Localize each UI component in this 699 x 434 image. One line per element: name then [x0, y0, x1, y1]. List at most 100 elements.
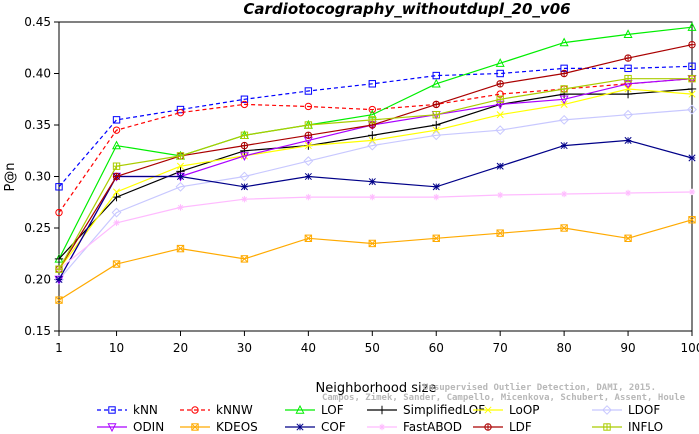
data-point-simplifiedlof: [54, 254, 64, 264]
data-point-inflo: [55, 265, 63, 273]
legend-marker-odin: [107, 423, 117, 433]
x-axis-label: Neighborhood size: [316, 381, 437, 396]
data-point-loop: [368, 136, 376, 145]
data-point-cof: [55, 275, 63, 284]
data-point-cof: [496, 162, 504, 170]
y-tick-label: 0.40: [24, 67, 51, 81]
data-point-ldf: [304, 131, 313, 140]
x-tick-label: 30: [237, 341, 252, 355]
legend-item-knn: kNN: [97, 403, 158, 417]
data-point-kdeos: [432, 234, 440, 243]
data-point-lof: [431, 78, 441, 88]
data-point-knn: [55, 183, 63, 191]
data-point-loop: [624, 85, 632, 93]
data-point-knn: [624, 64, 632, 73]
data-point-fastabod: [177, 204, 184, 211]
x-tick-label: 10: [109, 341, 124, 355]
data-point-simplifiedlof: [687, 84, 697, 94]
legend-label-inflo: INFLO: [628, 420, 663, 434]
legend-label-ldof: LDOF: [628, 403, 660, 417]
data-point-fastabod: [624, 189, 632, 197]
data-point-lof: [495, 58, 505, 67]
data-point-kdeos: [176, 244, 185, 253]
x-tick-label: 50: [365, 341, 380, 355]
data-point-fastabod: [496, 191, 504, 199]
series-line-ldof: [58, 109, 693, 280]
data-point-knn: [496, 69, 504, 78]
x-tick-label: 40: [301, 341, 316, 355]
legend-item-lof: LOF: [285, 403, 344, 417]
data-point-lof: [559, 37, 569, 47]
data-point-ldf: [560, 69, 568, 78]
data-point-loop: [688, 90, 696, 98]
data-point-kdeos: [240, 255, 249, 263]
x-axis: 1 10 20 30 40 50 60 70 80 90 100: [55, 331, 699, 355]
data-point-inflo: [560, 85, 568, 93]
data-point-knn: [304, 87, 313, 95]
data-point-ldf: [432, 100, 440, 109]
legend-marker-knn: [108, 406, 116, 414]
data-point-inflo: [496, 95, 504, 103]
data-point-loop: [304, 142, 312, 150]
data-point-knn: [688, 62, 696, 70]
data-point-ldof: [623, 109, 633, 120]
y-tick-label: 0.25: [24, 221, 51, 235]
x-tick-label: 20: [173, 341, 188, 355]
data-point-fastabod: [433, 193, 440, 201]
data-point-ldof: [367, 140, 378, 151]
data-point-odin: [239, 152, 249, 161]
y-tick-label: 0.30: [24, 170, 51, 184]
legend-marker-ldf: [484, 423, 492, 431]
data-point-fastabod: [369, 193, 376, 201]
data-point-inflo: [304, 121, 313, 129]
legend-label-cof: COF: [321, 420, 346, 434]
data-point-cof: [624, 136, 632, 145]
data-point-inflo: [112, 162, 121, 170]
x-tick-label: 90: [620, 341, 635, 355]
legend-label-ldf: LDF: [509, 420, 532, 434]
data-point-ldof: [431, 130, 442, 141]
data-point-kdeos: [624, 234, 632, 243]
series-layer: [54, 22, 697, 304]
y-tick-label: 0.20: [24, 273, 51, 287]
data-point-cof: [688, 154, 696, 162]
legend-marker-cof: [296, 423, 304, 431]
data-point-ldof: [303, 156, 314, 166]
data-point-cof: [176, 172, 185, 181]
data-point-fastabod: [241, 195, 248, 203]
data-point-cof: [240, 183, 248, 191]
x-tick-label: 60: [429, 341, 444, 355]
data-point-inflo: [688, 74, 696, 83]
x-tick-label: 100: [681, 341, 699, 355]
y-tick-label: 0.45: [24, 15, 51, 29]
data-point-inflo: [176, 152, 185, 160]
data-point-knnw: [55, 208, 63, 217]
legend-label-kdeos: KDEOS: [216, 420, 258, 434]
data-point-kdeos: [55, 296, 63, 304]
legend-marker-knnw: [191, 406, 199, 414]
data-point-simplifiedlof: [112, 192, 121, 202]
legend-label-lof: LOF: [321, 403, 344, 417]
series-line-lof: [58, 26, 693, 260]
data-point-lof: [623, 29, 633, 39]
legend-item-fastabod: FastABOD: [367, 420, 462, 434]
legend-item-simplifiedlof: SimplifiedLOF: [367, 403, 485, 417]
y-axis-label: P@n: [3, 162, 18, 191]
watermark-line-2: Campos, Zimek, Sander, Campello, Micenko…: [322, 392, 686, 403]
data-point-cof: [560, 142, 568, 150]
data-point-fastabod: [688, 188, 696, 196]
legend-item-ldf: LDF: [473, 420, 532, 434]
data-point-ldf: [624, 54, 632, 62]
data-point-knn: [240, 95, 249, 103]
data-point-loop: [112, 188, 121, 196]
legend-marker-simplifiedlof: [377, 405, 387, 415]
data-point-inflo: [240, 131, 249, 140]
series-fastabod: [55, 188, 696, 273]
series-line-fastabod: [58, 191, 693, 270]
data-point-simplifiedlof: [432, 120, 441, 130]
series-line-knnw: [58, 78, 693, 213]
series-inflo: [55, 74, 696, 273]
legend-label-simplifiedlof: SimplifiedLOF: [403, 403, 485, 417]
data-point-ldof: [559, 114, 570, 125]
